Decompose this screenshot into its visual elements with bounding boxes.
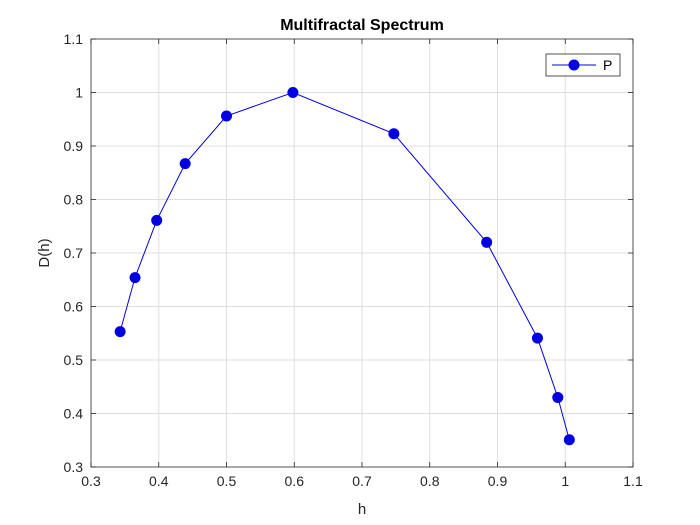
x-tick-label: 0.9 xyxy=(488,473,508,489)
x-tick-label: 0.5 xyxy=(217,473,237,489)
y-tick-label: 0.7 xyxy=(64,245,84,261)
data-point xyxy=(179,158,191,170)
y-tick-label: 0.3 xyxy=(64,459,84,475)
x-tick-label: 0.3 xyxy=(81,473,101,489)
data-point xyxy=(481,236,493,248)
x-tick-label: 1.1 xyxy=(623,473,643,489)
data-point xyxy=(563,434,575,446)
chart-title: Multifractal Spectrum xyxy=(280,17,444,34)
data-point xyxy=(151,214,163,226)
y-tick-label: 0.9 xyxy=(64,138,84,154)
y-tick-label: 0.6 xyxy=(64,299,84,315)
y-tick-label: 0.8 xyxy=(64,192,84,208)
data-point xyxy=(129,272,141,284)
legend-label: P xyxy=(603,57,612,73)
legend: P xyxy=(545,53,621,77)
y-tick-label: 1.1 xyxy=(64,31,84,47)
y-tick-label: 1 xyxy=(75,85,83,101)
data-point xyxy=(552,391,564,403)
x-tick-label: 0.4 xyxy=(149,473,169,489)
x-axis-label: h xyxy=(358,501,366,518)
x-tick-label: 0.6 xyxy=(285,473,305,489)
series-layer xyxy=(114,87,575,446)
y-tick-label: 0.5 xyxy=(64,352,84,368)
data-point xyxy=(388,128,400,140)
x-tick-label: 0.8 xyxy=(420,473,440,489)
data-point xyxy=(287,87,299,98)
data-point xyxy=(114,326,126,338)
x-ticks: 0.3 0.4 0.5 0.6 0.7 0.8 0.9 1 1.1 xyxy=(81,39,643,489)
data-point xyxy=(221,110,232,122)
x-tick-label: 0.7 xyxy=(352,473,372,489)
data-point xyxy=(531,332,543,344)
grid xyxy=(91,39,633,467)
legend-marker xyxy=(568,59,580,71)
y-tick-label: 0.4 xyxy=(64,406,84,422)
y-ticks: 0.3 0.4 0.5 0.6 0.7 0.8 0.9 1 1.1 xyxy=(64,31,633,475)
x-tick-label: 1 xyxy=(561,473,569,489)
y-axis-label: D(h) xyxy=(36,238,53,267)
